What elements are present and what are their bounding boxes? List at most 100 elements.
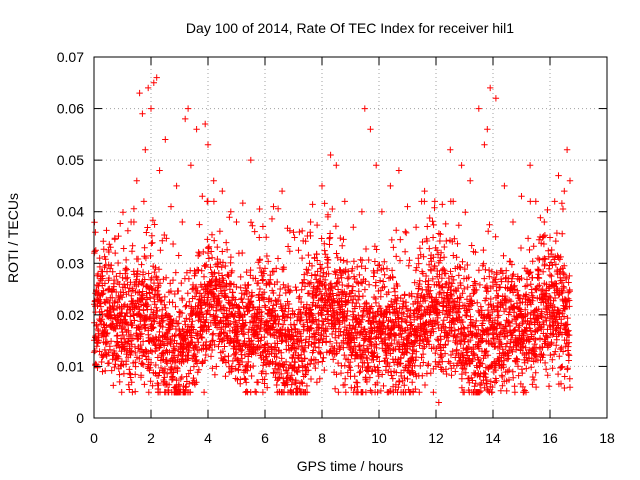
data-point [98,308,105,315]
data-point [209,337,217,344]
data-point [286,227,294,234]
data-point [319,295,326,302]
data-point [381,358,388,365]
data-point [140,281,147,289]
data-point [286,288,293,296]
data-point [222,294,230,301]
data-point [565,289,572,296]
data-point [254,379,262,386]
data-point [546,271,554,279]
data-point [210,198,218,205]
data-point [181,335,188,342]
data-point [120,370,128,377]
data-point [501,292,509,300]
data-point [223,246,231,253]
data-point [157,247,164,254]
data-point [559,363,566,370]
data-point [333,371,340,378]
data-point [541,232,549,239]
data-point [105,359,113,367]
data-point [313,251,320,258]
data-point [557,380,565,387]
data-point [548,246,555,254]
data-point [522,389,530,396]
data-point [341,351,348,359]
data-point [137,374,145,381]
data-point [460,364,468,372]
data-point [487,314,494,322]
data-point [509,368,516,375]
data-point [534,327,541,334]
data-point [541,359,549,367]
data-point [118,294,126,301]
data-point [299,227,306,235]
data-point [477,387,485,395]
data-point [203,338,210,346]
data-point [198,333,205,341]
data-point [432,349,439,357]
data-point [224,332,231,339]
data-point [413,264,420,271]
data-point [494,320,502,327]
data-point [561,384,568,392]
data-point [110,276,118,284]
data-point [195,347,203,354]
data-point [430,221,437,229]
data-point [287,375,294,383]
data-point [159,306,166,313]
data-point [94,364,101,371]
data-point [294,343,302,351]
data-point [251,228,258,235]
data-point [398,325,406,332]
data-point [421,381,429,389]
data-point [310,299,317,306]
data-point [103,338,111,346]
data-point [99,272,106,280]
data-point [383,351,390,359]
data-point [406,361,413,369]
data-point [440,265,447,273]
data-point [480,246,487,254]
y-tick-label: 0.06 [57,101,84,117]
data-point [332,334,339,341]
data-point [473,333,480,340]
data-point [347,358,354,366]
data-point [422,319,429,327]
data-point [198,292,205,300]
data-point [540,321,548,328]
data-point [559,309,566,317]
data-point [565,352,573,359]
data-point [419,238,426,246]
data-point [301,276,308,283]
data-point-peak [93,337,100,344]
data-point [551,304,558,311]
data-point [542,338,549,345]
data-point [183,383,190,390]
data-point [323,333,330,340]
data-point [527,198,534,205]
data-point [440,254,448,261]
data-point [401,291,408,298]
data-point [372,279,380,286]
data-point [178,309,186,317]
data-point [93,321,100,328]
data-point [318,294,326,302]
data-point [370,352,377,360]
data-point [488,268,496,275]
data-point [185,275,193,282]
data-point [355,343,363,350]
data-point [138,291,145,299]
data-point [145,389,152,396]
data-point [403,348,410,356]
data-point [467,316,474,323]
data-point [473,317,480,325]
data-point [151,301,158,308]
data-point [248,337,255,344]
data-point [204,307,212,314]
data-point [102,256,109,263]
data-point [312,364,319,372]
data-point [565,327,572,334]
data-point [158,297,166,304]
data-point [103,330,110,338]
data-point [553,342,560,349]
